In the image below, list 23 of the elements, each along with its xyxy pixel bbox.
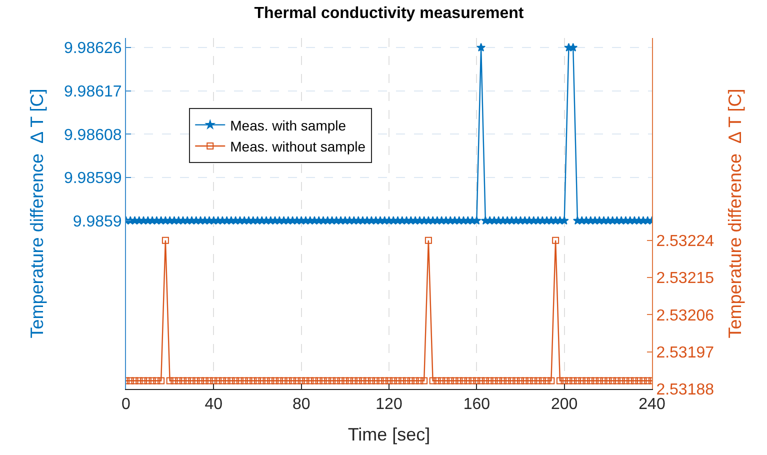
x-tick-label: 0 [122, 396, 131, 414]
y2-tick-label: 2.53188 [656, 382, 714, 399]
x-tick-label: 80 [292, 396, 310, 414]
y-axis-title: Temperature difference Δ T [C] [27, 88, 48, 338]
y-tick-label: 9.98608 [64, 126, 122, 144]
x-tick-label: 40 [204, 396, 223, 414]
x-tick-label: 240 [638, 396, 666, 414]
y2-tick-label: 2.53215 [656, 270, 714, 288]
chart-title: Thermal conductivity measurement [254, 5, 524, 22]
y2-tick-label: 2.53197 [656, 344, 714, 362]
y-tick-label: 9.98617 [64, 83, 122, 100]
y2-axis-title: Temperature difference Δ T [C] [725, 88, 746, 338]
x-tick-label: 120 [376, 396, 402, 414]
legend-label: Meas. without sample [230, 138, 366, 154]
y-tick-label: 9.98599 [64, 170, 122, 188]
legend-label: Meas. with sample [230, 117, 346, 134]
y-tick-label: 9.98626 [64, 40, 122, 58]
x-tick-label: 160 [463, 396, 490, 414]
x-tick-label: 200 [550, 396, 578, 414]
y2-tick-label: 2.53224 [656, 232, 714, 250]
x-axis-title: Time [sec] [348, 424, 430, 444]
y-tick-label: 9.9859 [72, 213, 122, 230]
y2-tick-label: 2.53206 [656, 307, 714, 324]
